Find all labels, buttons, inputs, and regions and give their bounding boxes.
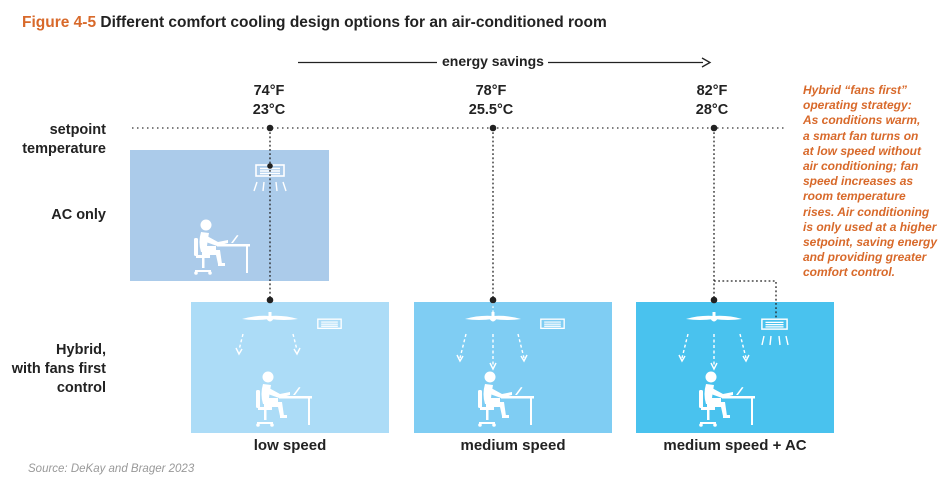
note-line: Hybrid “fans first”: [803, 83, 908, 97]
setpoint-celsius: 23°C: [252, 102, 286, 118]
row-label-hybrid: Hybrid, with fans first control: [0, 341, 106, 398]
low-speed-room-panel: [191, 302, 389, 433]
medium-speed-ac-unit-icon: [761, 318, 789, 346]
fans-first-note: Hybrid “fans first” operating strategy: …: [803, 83, 949, 281]
figure-caption: Different comfort cooling design options…: [100, 14, 607, 31]
note-line: a smart fan turns on: [803, 128, 919, 143]
note-line: and providing greater: [803, 250, 927, 265]
setpoint-celsius: 25.5°C: [468, 102, 514, 118]
medium-speed-ac-room-panel: [636, 302, 834, 433]
low-speed-fan-icon: [235, 312, 301, 356]
note-line: room temperature: [803, 189, 906, 204]
connector-dots: [266, 124, 718, 304]
setpoint-celsius: 28°C: [695, 102, 729, 118]
note-line: comfort control.: [803, 265, 895, 280]
medium-speed-ac-fan-icon: [678, 312, 750, 371]
row-label-line: setpoint: [49, 122, 106, 138]
connector-lines: [269, 128, 777, 318]
row-label-line: temperature: [22, 141, 106, 157]
note-line: is only used at a higher: [803, 219, 937, 234]
row-label-line: control: [56, 380, 106, 396]
caption-medium-speed: medium speed: [460, 437, 566, 454]
note-line: speed increases as: [803, 174, 914, 189]
row-label-setpoint: setpoint temperature: [0, 121, 106, 159]
figure-number: Figure 4-5: [22, 14, 97, 31]
caption-medium-speed-ac: medium speed + AC: [663, 437, 807, 454]
note-line: setpoint, saving energy: [803, 235, 938, 250]
row-label-ac-only: AC only: [51, 207, 106, 223]
caption-low-speed: low speed: [253, 437, 327, 454]
source-credit: Source: DeKay and Brager 2023: [28, 463, 195, 475]
row-label-line: with fans first: [11, 361, 106, 377]
energy-savings-arrow: [298, 57, 712, 68]
note-line: at low speed without: [803, 143, 922, 158]
figure-title: Figure 4-5 Different comfort cooling des…: [22, 14, 607, 32]
setpoint-fahrenheit: 82°F: [696, 83, 728, 99]
ac-only-room-panel: [130, 150, 329, 281]
note-line: As conditions warm,: [803, 113, 921, 128]
setpoint-fahrenheit: 78°F: [475, 83, 507, 99]
note-line: rises. Air conditioning: [803, 204, 930, 219]
setpoint-78f: 78°F 25.5°C: [451, 82, 531, 120]
medium-speed-fan-icon: [456, 312, 528, 371]
ac-only-ac-unit-icon: [253, 164, 287, 192]
medium-speed-room-panel: [414, 302, 612, 433]
setpoint-82f: 82°F 28°C: [672, 82, 752, 120]
setpoint-74f: 74°F 23°C: [229, 82, 309, 120]
note-line: air conditioning; fan: [803, 159, 919, 174]
setpoint-fahrenheit: 74°F: [253, 83, 285, 99]
note-line: operating strategy:: [803, 98, 912, 113]
energy-savings-label: energy savings: [442, 53, 544, 69]
row-label-line: Hybrid,: [56, 342, 106, 358]
